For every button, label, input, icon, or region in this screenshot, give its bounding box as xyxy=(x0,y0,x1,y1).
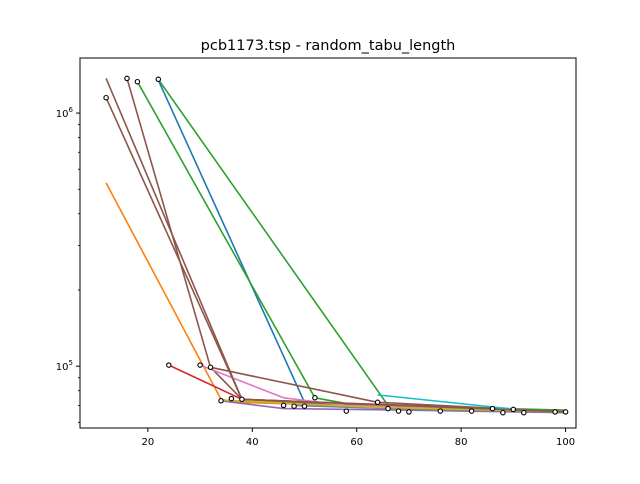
data-point-8 xyxy=(218,398,224,404)
data-point-2 xyxy=(124,75,130,82)
data-point-11 xyxy=(280,402,287,409)
x-tick-label-100: 100 xyxy=(556,437,575,448)
data-point-27 xyxy=(562,409,569,415)
x-tick-label-40: 40 xyxy=(246,437,259,448)
data-point-13 xyxy=(301,403,308,409)
y-tick-label-0: 105 xyxy=(56,359,73,373)
axes-frame xyxy=(79,57,577,429)
data-point-15 xyxy=(343,408,350,414)
chart-title: pcb1173.tsp - random_tabu_length xyxy=(201,38,456,54)
data-point-16 xyxy=(374,399,381,406)
data-point-20 xyxy=(437,408,444,414)
y-tick-label-1: 106 xyxy=(56,106,74,120)
data-point-18 xyxy=(395,408,402,414)
data-point-6 xyxy=(197,362,203,368)
x-tick-label-80: 80 xyxy=(455,437,468,448)
data-point-5 xyxy=(166,362,172,368)
data-point-19 xyxy=(406,409,412,415)
data-point-23 xyxy=(500,409,506,416)
data-point-12 xyxy=(291,403,297,409)
data-point-1 xyxy=(103,94,109,101)
data-point-22 xyxy=(489,405,496,412)
data-point-7 xyxy=(207,364,214,371)
data-point-24 xyxy=(510,406,517,413)
plot-area xyxy=(103,75,569,416)
data-point-14 xyxy=(312,395,318,401)
data-point-3 xyxy=(134,78,141,85)
y-axis: 105 106 xyxy=(56,106,80,423)
x-tick-label-20: 20 xyxy=(142,437,155,448)
series-line-12 xyxy=(220,399,566,413)
data-point-9 xyxy=(228,395,235,402)
x-axis: 20 40 60 80 100 xyxy=(142,428,575,448)
x-tick-label-60: 60 xyxy=(350,437,363,448)
data-point-21 xyxy=(468,408,475,414)
data-point-25 xyxy=(521,409,527,416)
data-point-10 xyxy=(239,396,245,403)
data-point-17 xyxy=(385,405,391,412)
data-point-4 xyxy=(155,76,162,83)
data-point-26 xyxy=(552,409,558,415)
